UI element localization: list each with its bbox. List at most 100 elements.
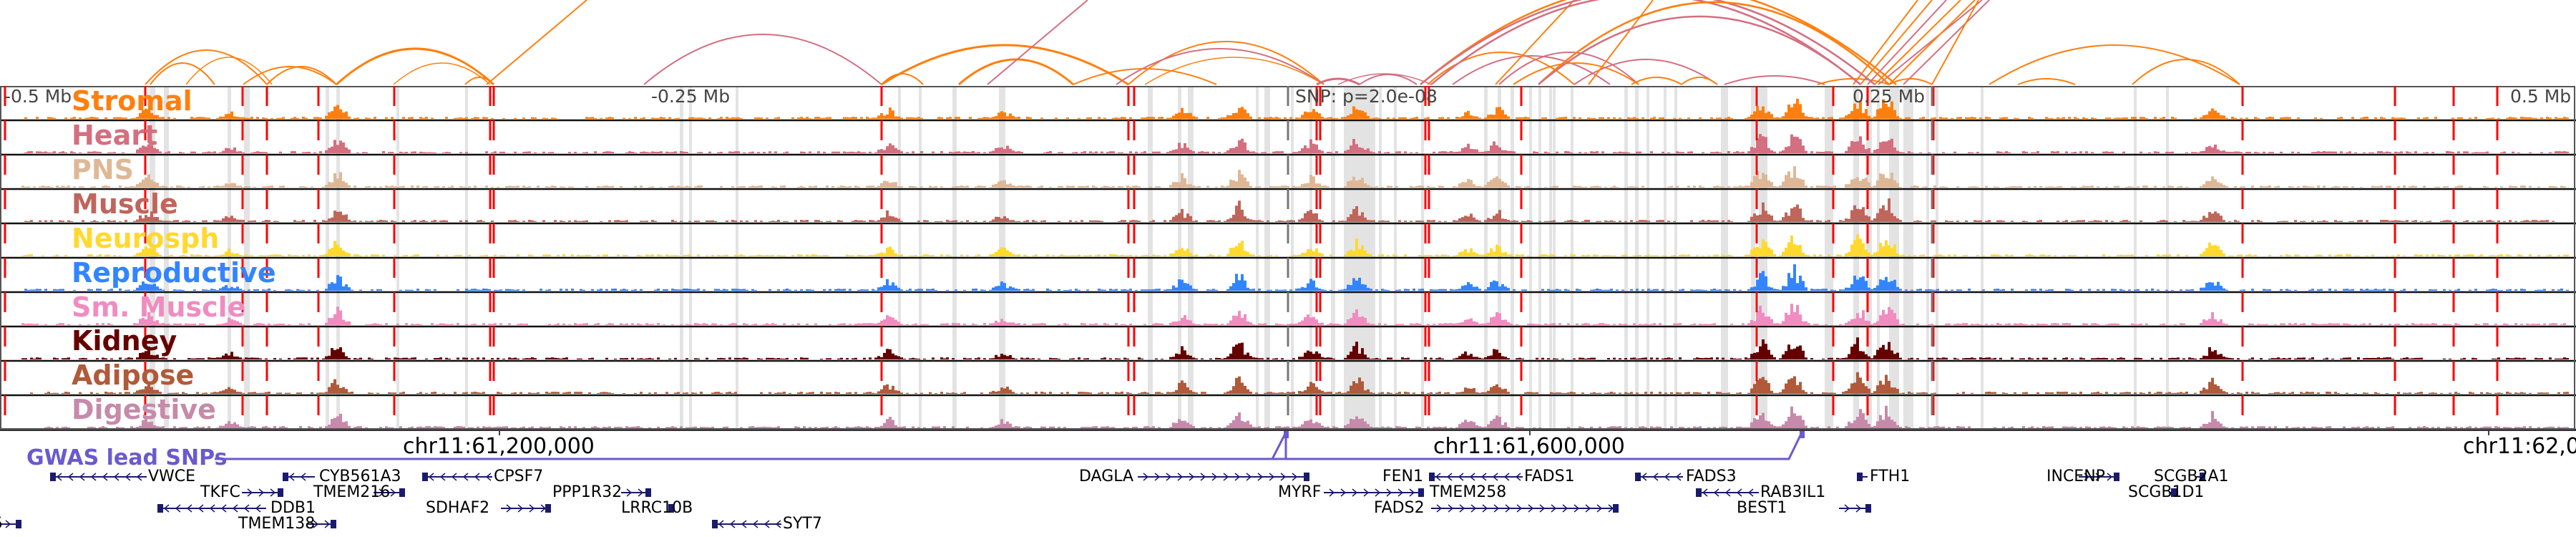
track-label-digestive: Digestive xyxy=(72,394,216,425)
strand-arrow xyxy=(247,488,253,497)
gene-model-ddb1 xyxy=(157,504,266,513)
gene-model-myrf xyxy=(1324,488,1424,497)
strand-arrow xyxy=(1200,473,1206,481)
exon-block xyxy=(278,488,283,497)
signal-bars xyxy=(24,264,2569,291)
loop-arc xyxy=(393,62,491,85)
gene-label-scgb1d1: SCGB1D1 xyxy=(2128,483,2205,501)
strand-arrow xyxy=(626,488,633,497)
exon-block xyxy=(16,520,21,528)
axis-label-minus-0-5: -0.5 Mb xyxy=(4,86,72,107)
strand-arrow xyxy=(1492,473,1498,481)
strand-arrow xyxy=(313,520,319,528)
signal-bars xyxy=(30,372,2569,394)
strand-arrow xyxy=(1386,488,1392,497)
strand-arrow xyxy=(1469,473,1475,481)
strand-arrow xyxy=(1585,504,1591,513)
track-signal-adipose xyxy=(30,372,2569,394)
signal-bars xyxy=(21,234,2569,256)
signal-tracks xyxy=(0,86,2576,430)
loop-arc-diagonal xyxy=(1878,0,1983,85)
strand-arrow xyxy=(79,473,85,481)
loop-arc xyxy=(266,66,337,85)
strand-arrow xyxy=(1551,504,1557,513)
loop-arc xyxy=(335,47,495,86)
strand-arrow xyxy=(1292,473,1298,481)
strand-arrow xyxy=(113,473,119,481)
gene-label-truncated-5: 5 xyxy=(0,516,3,533)
exon-block xyxy=(1418,488,1424,497)
exon-block xyxy=(331,520,336,528)
strand-arrow xyxy=(1503,473,1510,481)
strand-arrow xyxy=(1470,504,1477,513)
exon-block xyxy=(668,504,674,513)
gene-model-scgb2a1 xyxy=(2195,473,2205,481)
strand-arrow xyxy=(324,520,331,528)
gene-model-x5 xyxy=(0,520,21,528)
gene-label-sdhaf2: SDHAF2 xyxy=(426,499,490,517)
strand-arrow xyxy=(1736,488,1742,497)
strand-arrow xyxy=(1446,473,1453,481)
exon-block xyxy=(283,473,288,481)
strand-arrow xyxy=(1844,504,1850,513)
strand-arrow xyxy=(1574,504,1580,513)
loop-arc xyxy=(1337,73,1432,85)
gene-label-fads3: FADS3 xyxy=(1686,468,1737,485)
strand-arrow xyxy=(1189,473,1195,481)
gene-label-fads1: FADS1 xyxy=(1524,468,1575,485)
track-label-adipose: Adipose xyxy=(72,359,195,391)
strand-arrow xyxy=(102,473,108,481)
loop-arc xyxy=(881,44,1129,86)
gene-track xyxy=(0,430,2576,528)
strand-arrow xyxy=(506,504,512,513)
gene-model-rab3il1 xyxy=(1696,488,1759,497)
track-label-kidney: Kidney xyxy=(72,325,177,357)
track-label-reproductive: Reproductive xyxy=(72,257,276,289)
strand-arrow xyxy=(529,504,535,513)
strand-arrow xyxy=(197,504,204,513)
strand-arrow xyxy=(1234,473,1241,481)
strand-arrow xyxy=(451,473,457,481)
gene-label-incenp: INCENP xyxy=(2046,468,2105,485)
strand-arrow xyxy=(1409,488,1415,497)
loop-arc-diagonal xyxy=(1888,0,1976,85)
strand-arrow xyxy=(186,504,192,513)
gene-label-fads2: FADS2 xyxy=(1374,499,1425,517)
loop-arc xyxy=(1538,15,1861,85)
gene-label-fth1: FTH1 xyxy=(1870,468,1911,485)
gene-model-cpsf7 xyxy=(422,473,492,481)
axis-label-plus-0-5: 0.5 Mb xyxy=(2510,86,2572,107)
strand-arrow xyxy=(1166,473,1172,481)
strand-arrow xyxy=(300,473,306,481)
loop-arcs xyxy=(145,0,2240,86)
strand-arrow xyxy=(1257,473,1264,481)
strand-arrow xyxy=(56,473,62,481)
strand-arrow xyxy=(2095,473,2102,481)
track-label-sm-muscle: Sm. Muscle xyxy=(72,291,246,323)
loop-arc xyxy=(1073,68,1217,85)
gene-label-lrrc10b: LRRC10B xyxy=(621,499,693,517)
exon-block xyxy=(545,504,551,513)
exon-block xyxy=(157,504,163,513)
strand-arrow xyxy=(2084,473,2090,481)
strand-arrow xyxy=(1458,473,1464,481)
gene-label-rab3il1: RAB3IL1 xyxy=(1760,483,1826,501)
loop-arc xyxy=(1144,57,1324,85)
strand-arrow xyxy=(1675,473,1682,481)
gene-label-myrf: MYRF xyxy=(1278,483,1322,501)
loop-arc xyxy=(1128,41,1324,85)
loop-arc-diagonal xyxy=(1931,0,1979,85)
loop-arc xyxy=(2132,59,2240,85)
track-label-pns: PNS xyxy=(72,154,135,185)
loop-arc xyxy=(145,49,268,85)
strand-arrow xyxy=(1515,473,1521,481)
loop-arc xyxy=(1538,1,1890,85)
exon-block xyxy=(1304,473,1309,481)
exon-block xyxy=(1613,504,1619,513)
signal-bars xyxy=(24,134,2569,153)
exon-block xyxy=(645,488,651,497)
strand-arrow xyxy=(1652,473,1659,481)
strand-arrow xyxy=(638,488,644,497)
loop-arc xyxy=(1452,55,1611,85)
gene-model-tkfc xyxy=(242,488,283,497)
